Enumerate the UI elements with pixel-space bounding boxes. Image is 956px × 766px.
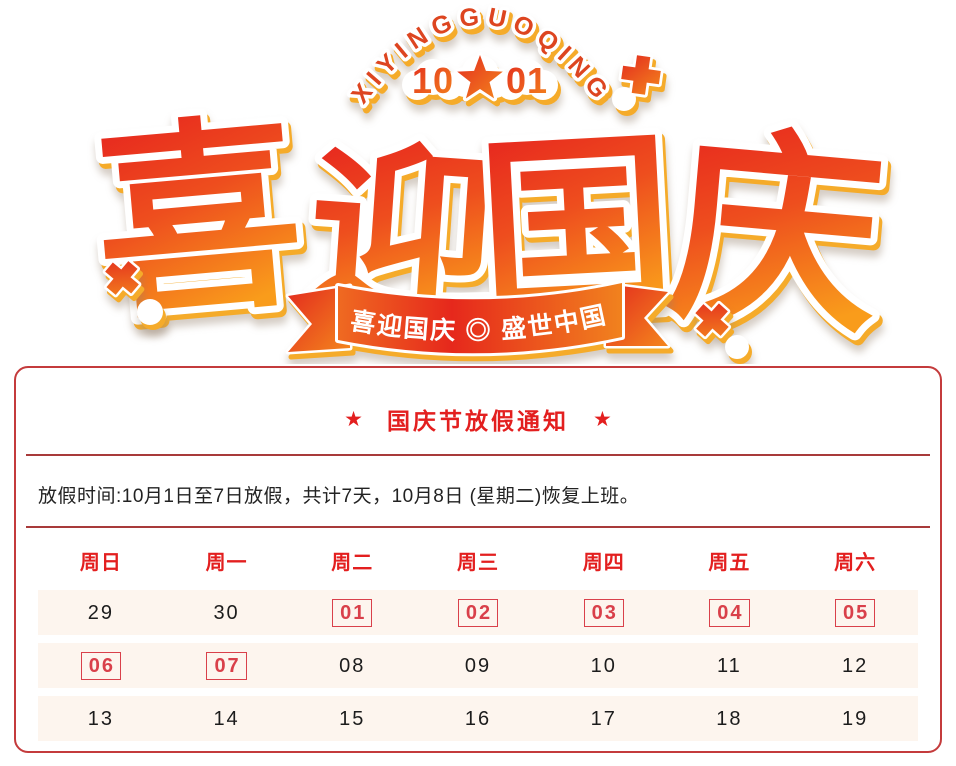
calendar-day: 07 <box>206 651 247 680</box>
calendar-day: 30 <box>213 601 240 624</box>
calendar-day: 01 <box>332 598 373 627</box>
cloud-puff <box>725 335 749 359</box>
calendar-row: 13 14 15 16 17 18 19 <box>38 696 918 741</box>
cross-icon <box>102 258 142 298</box>
calendar-day: 10 <box>590 654 617 677</box>
cross-icon <box>692 300 732 340</box>
calendar-day: 06 <box>80 651 121 680</box>
calendar-day: 11 <box>717 654 742 677</box>
decor-crosses <box>102 52 749 359</box>
calendar-day: 17 <box>590 707 617 730</box>
divider <box>26 526 930 528</box>
national-day-banner: 喜 迎 国 庆 XIYINGGUOQING 10 01 <box>79 0 898 364</box>
main-char-1: 喜 <box>86 98 311 345</box>
notice-title-row: ★ 国庆节放假通知 ★ <box>16 402 940 436</box>
calendar-day: 03 <box>583 598 624 627</box>
notice-title: 国庆节放假通知 <box>387 408 569 434</box>
notice-card: ★ 国庆节放假通知 ★ 放假时间:10月1日至7日放假，共计7天，10月8日 (… <box>14 366 942 753</box>
calendar-day: 14 <box>213 707 240 730</box>
main-char-4: 庆 <box>661 108 891 360</box>
calendar-day: 16 <box>464 707 492 730</box>
star-icon: ★ <box>344 407 363 431</box>
weekday-label: 周二 <box>331 551 374 574</box>
calendar-day: 12 <box>842 654 869 677</box>
badge-day: 01 <box>506 60 548 101</box>
calendar-day: 19 <box>842 707 869 730</box>
calendar-day: 09 <box>464 654 492 677</box>
star-icon <box>454 52 506 102</box>
calendar-day: 13 <box>87 707 114 730</box>
cloud-puff <box>137 299 163 325</box>
calendar: 周日 周一 周二 周三 周四 周五 周六 29 30 01 02 03 04 0… <box>38 540 918 741</box>
weekday-label: 周五 <box>708 551 751 574</box>
calendar-day: 04 <box>709 598 750 627</box>
badge-month: 10 <box>412 60 454 101</box>
calendar-row: 29 30 01 02 03 04 05 <box>38 590 918 635</box>
calendar-row: 06 07 08 09 10 11 12 <box>38 643 918 688</box>
date-badge: 10 01 <box>402 52 558 102</box>
ribbon-banner: 喜迎国庆 ◎ 盛世中国 <box>285 280 671 357</box>
calendar-header-row: 周日 周一 周二 周三 周四 周五 周六 <box>38 540 918 580</box>
divider <box>26 454 930 456</box>
weekday-label: 周三 <box>456 551 499 574</box>
calendar-day: 15 <box>339 707 366 730</box>
calendar-day: 18 <box>716 707 743 730</box>
calendar-day: 05 <box>835 598 876 627</box>
ribbon-band <box>335 280 625 357</box>
star-icon: ★ <box>593 407 612 431</box>
weekday-label: 周一 <box>205 551 248 574</box>
calendar-day: 29 <box>87 601 114 624</box>
weekday-label: 周日 <box>79 551 122 574</box>
weekday-label: 周六 <box>834 551 877 574</box>
calendar-day: 08 <box>339 654 366 677</box>
holiday-time-text: 放假时间:10月1日至7日放假，共计7天，10月8日 (星期二)恢复上班。 <box>38 486 640 507</box>
calendar-day: 02 <box>457 598 499 627</box>
weekday-label: 周四 <box>582 551 625 574</box>
cross-icon <box>618 52 664 98</box>
